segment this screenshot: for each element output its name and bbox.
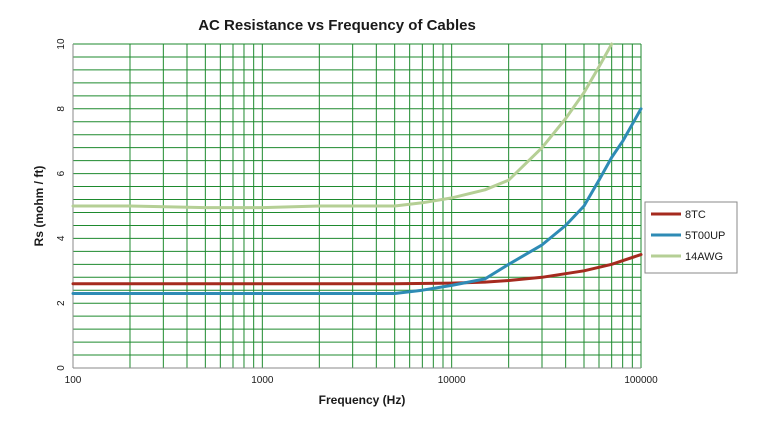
legend-label-8tc: 8TC [685, 209, 706, 221]
series-line-8tc [71, 253, 643, 286]
legend-label-5t00up: 5T00UP [685, 230, 725, 242]
series-lines [71, 42, 643, 295]
y-tick-label: 10 [56, 38, 67, 50]
y-tick-label: 0 [56, 365, 67, 371]
y-tick-label: 4 [56, 235, 67, 241]
y-tick-label: 2 [56, 300, 67, 306]
x-axis-title: Frequency (Hz) [319, 393, 406, 407]
y-tick-label: 6 [56, 170, 67, 176]
legend: 8TC 5T00UP 14AWG [644, 201, 738, 274]
chart-title: AC Resistance vs Frequency of Cables [198, 17, 476, 34]
x-tick-label: 10000 [438, 375, 466, 386]
x-tick-label: 100000 [624, 375, 658, 386]
y-axis-title: Rs (mohm / ft) [32, 166, 46, 247]
series-line-14awg [71, 42, 614, 210]
y-tick-labels: 0 2 4 6 8 10 [56, 38, 67, 371]
x-tick-labels: 100 1000 10000 100000 [65, 375, 658, 386]
x-tick-label: 1000 [251, 375, 274, 386]
x-tick-label: 100 [65, 375, 82, 386]
y-tick-label: 8 [56, 106, 67, 112]
series-line-5t00up [71, 107, 643, 295]
legend-label-14awg: 14AWG [685, 251, 723, 263]
